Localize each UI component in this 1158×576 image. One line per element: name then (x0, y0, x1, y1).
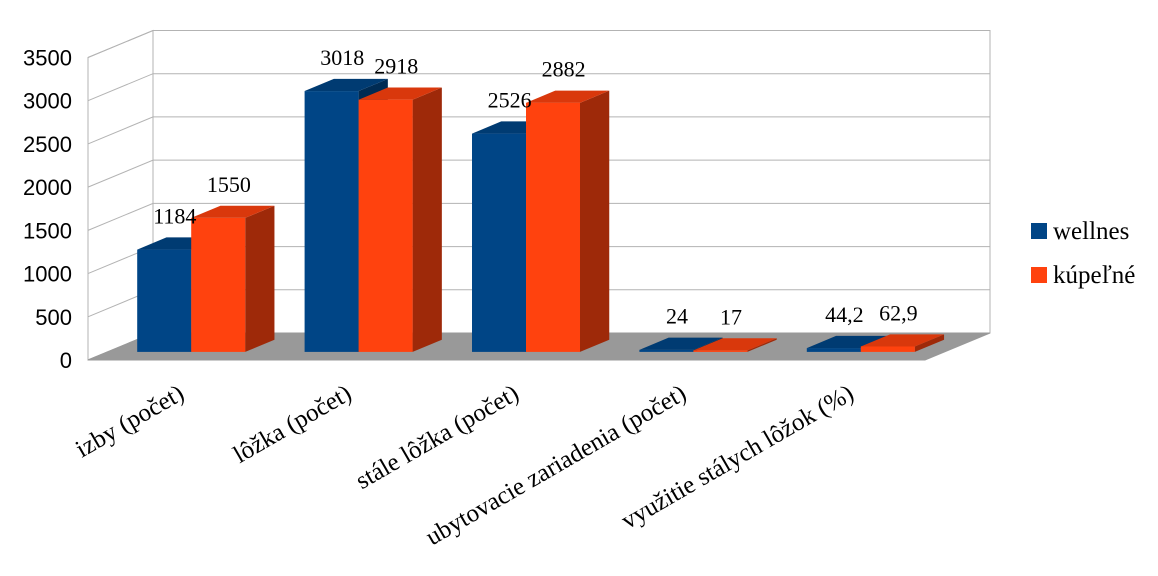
data-label: 2918 (374, 54, 418, 79)
data-label: 3018 (320, 45, 364, 70)
y-tick-label: 1500 (23, 218, 72, 243)
data-label: 2526 (488, 87, 532, 112)
data-label: 24 (666, 304, 688, 329)
legend-swatch-wellnes (1031, 223, 1047, 239)
bar-top-kúpeľné-4 (860, 334, 945, 347)
bar-wellnes-3 (639, 349, 694, 352)
bar-top-kúpeľné-3 (693, 338, 777, 351)
gridline (87, 116, 990, 145)
bar-wellnes-2 (472, 133, 526, 352)
bar-top-wellnes-1 (304, 78, 388, 92)
bar-kúpeľné-2 (526, 102, 580, 352)
bar-kúpeľné-4 (860, 346, 915, 352)
data-labels: 1184 1550 3018 2918 2526 2882 24 17 44,2 62,9 (153, 45, 917, 329)
y-tick-label: 3500 (23, 46, 72, 71)
bar-top-wellnes-3 (639, 337, 723, 350)
bar-side-kúpeľné-1 (412, 87, 442, 352)
bar-kúpeľné-0 (191, 217, 246, 352)
data-label: 1550 (207, 172, 251, 197)
y-tick-label: 3000 (23, 89, 72, 114)
x-tick-label: stále lôžka (počet) (351, 380, 523, 495)
bar-top-kúpeľné-0 (191, 205, 275, 218)
bar-kúpeľné-3 (693, 350, 748, 352)
legend-swatch-kúpeľné (1031, 267, 1047, 283)
data-label: 17 (720, 304, 742, 329)
x-tick-label: lôžka (počet) (229, 380, 356, 469)
y-tick-label: 0 (60, 348, 72, 373)
bar-side-kúpeľné-4 (914, 334, 945, 352)
bar-top-kúpeľné-1 (358, 87, 442, 100)
legend-label: kúpeľné (1053, 262, 1135, 289)
y-tick-label: 2500 (23, 132, 72, 157)
bars (137, 78, 945, 352)
bar-side-kúpeľné-0 (245, 205, 275, 352)
x-tick-label: ubytovacie zariadenia (počet) (421, 380, 691, 551)
bar-wellnes-0 (137, 249, 192, 352)
legend: wellnes kúpeľné (1031, 218, 1135, 289)
data-label: 2882 (542, 57, 586, 82)
gridline (87, 30, 990, 58)
bar-side-kúpeľné-3 (747, 338, 777, 352)
legend-label: wellnes (1053, 218, 1129, 245)
gridline (87, 159, 990, 188)
x-axis-ticks: izby (počet) lôžka (počet)stále lôžka (po… (71, 380, 858, 551)
bar-top-wellnes-4 (806, 335, 891, 349)
y-tick-label: 1000 (23, 262, 72, 287)
bar-wellnes-4 (806, 348, 861, 352)
y-axis-ticks: 0 500 1000 1500 2000 2500 3000 3500 (23, 46, 72, 374)
gridline (87, 202, 990, 231)
bar-top-kúpeľné-2 (526, 90, 610, 103)
bar-kúpeľné-1 (358, 99, 413, 352)
bar-wellnes-1 (304, 91, 359, 352)
gridline (87, 73, 990, 102)
y-tick-label: 2000 (23, 175, 72, 200)
bar-side-kúpeľné-2 (580, 90, 610, 352)
data-label: 62,9 (879, 300, 918, 325)
data-label: 1184 (153, 203, 196, 228)
data-label: 44,2 (825, 302, 864, 327)
x-tick-label: izby (počet) (71, 380, 189, 463)
y-tick-label: 500 (35, 305, 72, 330)
